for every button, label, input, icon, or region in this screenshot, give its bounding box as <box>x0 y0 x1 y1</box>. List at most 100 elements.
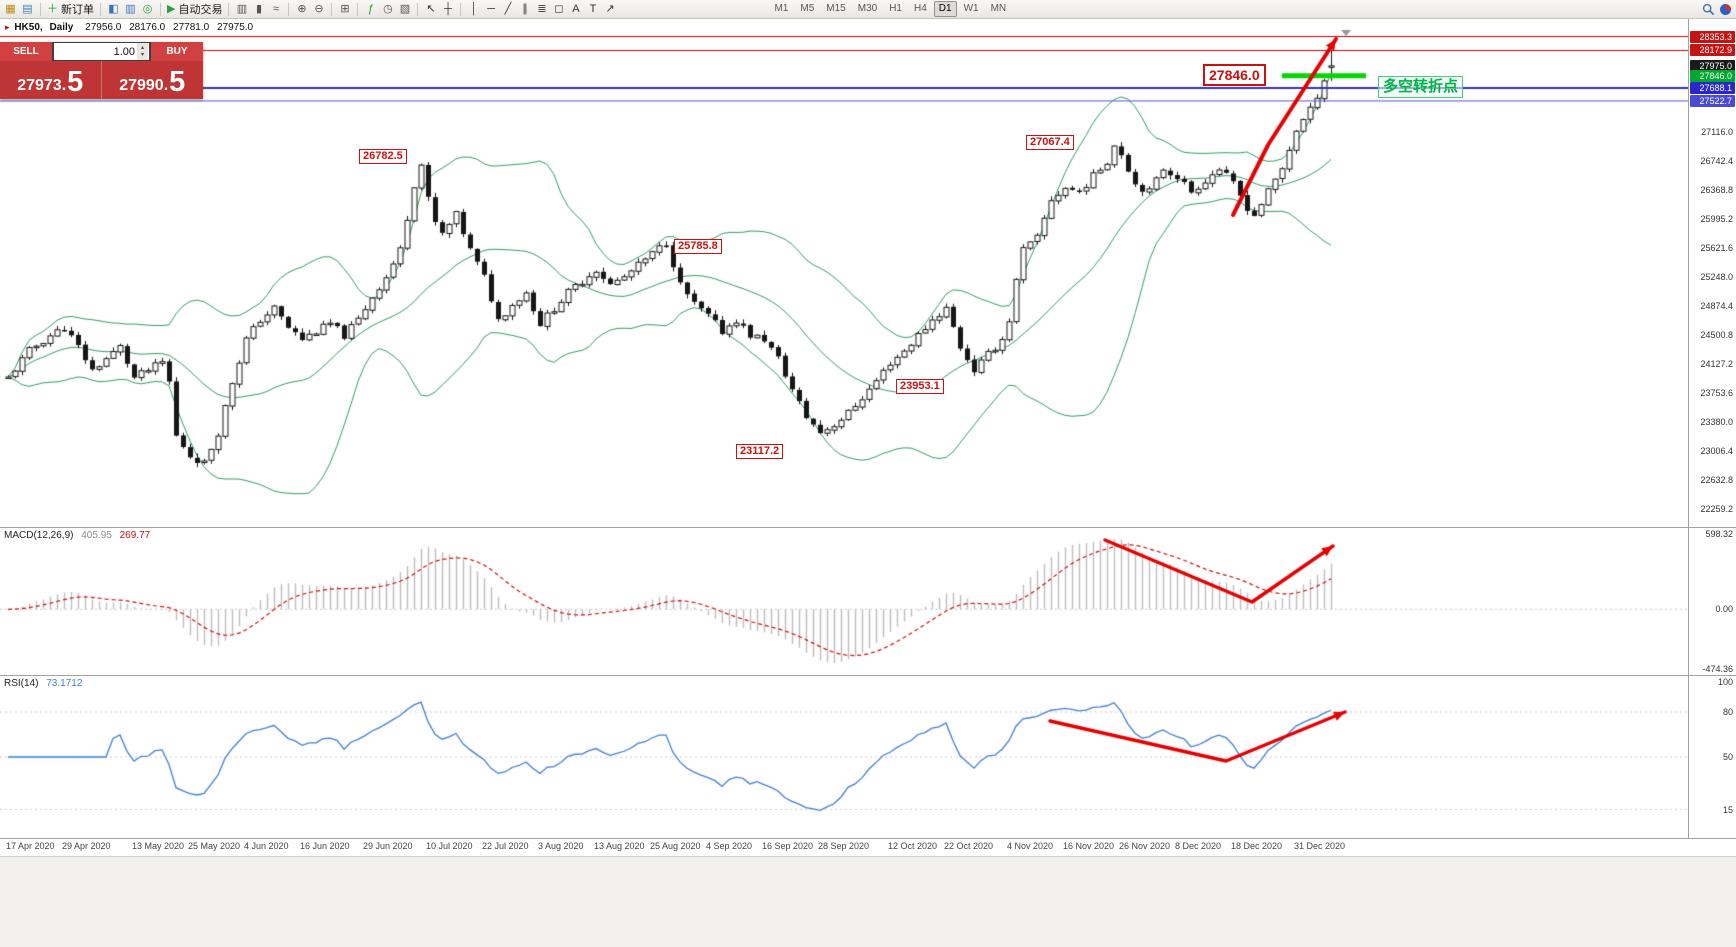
date-label: 16 Jun 2020 <box>300 841 350 851</box>
lot-spinner-down-icon[interactable]: ▾ <box>140 51 144 58</box>
timeframe-button-m30[interactable]: M30 <box>857 3 878 14</box>
navigator-icon: ◎ <box>142 2 153 15</box>
timeframe-button-w1[interactable]: W1 <box>963 3 979 14</box>
price-scale-marker: 28353.3 <box>1690 30 1735 43</box>
chart-profiles-icon: ▤ <box>22 2 33 15</box>
timeframe-button-m5[interactable]: M5 <box>800 3 815 14</box>
lot-size-field[interactable]: 1.00 ▴ ▾ <box>54 43 149 60</box>
rsi-scale-label: 50 <box>1722 752 1733 762</box>
price-scale-label: 23006.4 <box>1700 446 1733 457</box>
zoom-out-icon: ⊖ <box>314 2 324 15</box>
lot-spinner-up-icon[interactable]: ▴ <box>140 44 144 51</box>
macd-indicator-panel[interactable] <box>0 528 1688 675</box>
price-scale-label: 26368.8 <box>1700 185 1733 196</box>
horizontal-line-icon: ─ <box>487 2 495 15</box>
timeframe-button-h4[interactable]: H4 <box>913 3 927 14</box>
crosshair-icon[interactable]: ┼ <box>439 1 456 18</box>
market-watch-icon[interactable]: ◧ <box>105 1 122 18</box>
indicators-icon[interactable]: ƒ <box>362 1 379 18</box>
buy-price-pips: 5 <box>169 66 186 98</box>
auto-trading-icon[interactable]: ▶ 自动交易 <box>165 1 224 18</box>
text-icon[interactable]: A <box>567 1 584 18</box>
price-scale-label: 22259.2 <box>1700 504 1733 515</box>
data-window-icon[interactable]: ▥ <box>122 1 139 18</box>
macd-label: MACD(12,26,9) <box>4 530 74 541</box>
sell-button[interactable]: SELL <box>0 42 52 61</box>
crosshair-icon: ┼ <box>444 2 452 15</box>
date-label: 25 Aug 2020 <box>650 841 701 851</box>
buy-button[interactable]: BUY <box>151 42 203 61</box>
channel-icon[interactable]: ∥ <box>516 1 533 18</box>
one-click-trading-panel: SELL 1.00 ▴ ▾ BUY 27973. 5 27990. 5 <box>0 42 203 99</box>
timeframe-button-m1[interactable]: M1 <box>774 3 789 14</box>
label-icon[interactable]: T <box>584 1 601 18</box>
sell-price-main: 27973. <box>17 77 67 94</box>
vertical-line-icon[interactable]: │ <box>465 1 482 18</box>
price-scale-marker: 27522.7 <box>1690 94 1735 107</box>
auto-trading-label: 自动交易 <box>178 4 223 16</box>
price-scale-marker: 28172.9 <box>1690 44 1735 57</box>
auto-trading-icon: ▶ <box>167 2 176 15</box>
periods-icon[interactable]: ◷ <box>379 1 396 18</box>
date-label: 31 Dec 2020 <box>1294 841 1346 851</box>
chart-period: Daily <box>49 22 74 33</box>
macd-scale-label: 598.32 <box>1705 529 1733 539</box>
shapes-icon[interactable]: ◻ <box>550 1 567 18</box>
main-price-chart[interactable] <box>0 19 1688 527</box>
text-icon: A <box>572 2 580 15</box>
lot-spinner[interactable]: ▴ ▾ <box>137 43 148 60</box>
tile-windows-icon[interactable]: ⊞ <box>336 1 353 18</box>
toolbar-separator <box>160 2 161 16</box>
horizontal-line-icon[interactable]: ─ <box>482 1 499 18</box>
fibonacci-icon[interactable]: ≣ <box>533 1 550 18</box>
new-order-icon[interactable]: ＋新订单 <box>45 1 96 18</box>
chart-profiles-icon[interactable]: ▤ <box>19 1 36 18</box>
timeframe-button-m15[interactable]: M15 <box>826 3 846 14</box>
bar-chart-icon[interactable]: ▥ <box>233 1 250 18</box>
candlestick-chart-icon[interactable]: ▮ <box>250 1 267 18</box>
navigator-icon[interactable]: ◎ <box>139 1 156 18</box>
timeframe-button-d1[interactable]: D1 <box>933 1 957 17</box>
price-scale-marker: 27688.1 <box>1690 82 1735 95</box>
date-label: 16 Nov 2020 <box>1063 841 1115 851</box>
date-label: 4 Nov 2020 <box>1007 841 1054 851</box>
channel-icon: ∥ <box>522 2 528 15</box>
arrows-icon[interactable]: ↗ <box>601 1 618 18</box>
sell-price-pips: 5 <box>67 66 84 98</box>
templates-icon: ▧ <box>399 2 411 15</box>
panel-separator[interactable] <box>0 527 1736 528</box>
community-icon[interactable] <box>1717 1 1734 18</box>
price-scale-label: 27116.0 <box>1701 127 1733 138</box>
panel-separator[interactable] <box>0 838 1736 839</box>
date-label: 4 Jun 2020 <box>244 841 289 851</box>
rsi-indicator-panel[interactable] <box>0 676 1688 838</box>
toolbar-separator <box>331 2 333 16</box>
toolbar-right-group <box>1700 0 1734 19</box>
new-order-label: 新订单 <box>61 4 94 16</box>
date-label: 16 Sep 2020 <box>762 841 814 851</box>
lot-size-value: 1.00 <box>113 45 135 58</box>
new-chart-icon: ▦ <box>5 2 16 15</box>
price-scale-label: 25621.6 <box>1700 243 1733 254</box>
zoom-out-icon[interactable]: ⊖ <box>310 1 327 18</box>
price-scale[interactable]: 28353.3 28172.9 27975.0 27846.0 27688.1 27522… <box>1688 19 1736 838</box>
new-order-icon: ＋ <box>47 2 58 15</box>
zoom-in-icon[interactable]: ⊕ <box>293 1 310 18</box>
panel-separator[interactable] <box>0 675 1736 676</box>
macd-scale-label: -474.36 <box>1702 664 1733 674</box>
date-axis[interactable]: 17 Apr 2020 29 Apr 2020 13 May 2020 25 May … <box>0 839 1736 855</box>
toolbar-separator <box>40 2 41 16</box>
timeframe-button-h1[interactable]: H1 <box>889 3 902 14</box>
cursor-icon[interactable]: ↖ <box>422 1 439 18</box>
new-chart-icon[interactable]: ▦ <box>2 1 19 18</box>
main-toolbar: ▦ ▤ ＋新订单 ◧ ▥ ◎ ▶ 自动交易 ▥ ▮ ≈ ⊕ ⊖ ⊞ ƒ ◷ ▧ ↖ ┼ │ ─ ╱ ∥ ≣ ◻ A T ↗ M1 M5 M… <box>0 0 1736 19</box>
date-label: 26 Nov 2020 <box>1119 841 1171 851</box>
bottom-filler <box>0 856 1736 947</box>
buy-price-main: 27990. <box>119 77 169 94</box>
price-scale-label: 26742.4 <box>1700 156 1733 167</box>
trendline-icon[interactable]: ╱ <box>499 1 516 18</box>
line-chart-icon[interactable]: ≈ <box>267 1 284 18</box>
search-icon[interactable] <box>1700 1 1717 18</box>
timeframe-button-mn[interactable]: MN <box>990 3 1007 14</box>
templates-icon[interactable]: ▧ <box>396 1 413 18</box>
